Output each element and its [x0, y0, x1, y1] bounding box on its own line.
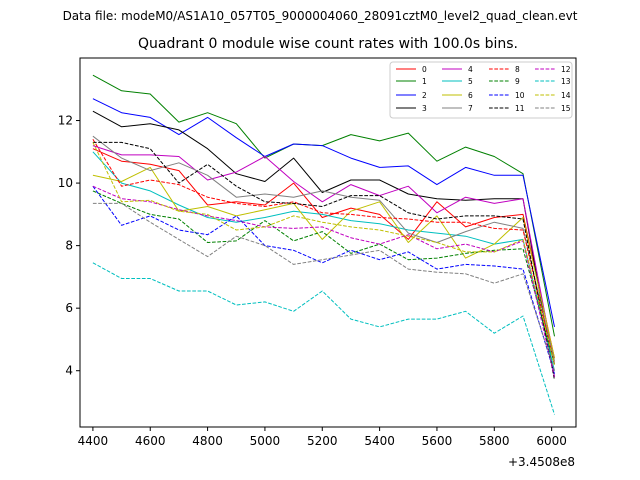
- legend-label-4: 4: [468, 65, 473, 74]
- x-tick-label: 5800: [479, 434, 510, 448]
- legend-label-9: 9: [515, 77, 520, 86]
- x-tick-label: 5200: [307, 434, 338, 448]
- y-tick-label: 4: [65, 364, 73, 378]
- series-line-3: [92, 110, 555, 378]
- series-line-14: [92, 142, 555, 365]
- legend-label-13: 13: [561, 77, 571, 86]
- series-line-8: [92, 139, 555, 365]
- series-line-7: [92, 135, 555, 362]
- series-line-4: [92, 145, 555, 365]
- legend-label-14: 14: [561, 91, 571, 100]
- series-line-13: [92, 262, 555, 415]
- x-tick-label: 5000: [250, 434, 281, 448]
- x-tick-label: 4600: [135, 434, 166, 448]
- x-tick-label: 4800: [192, 434, 223, 448]
- series-line-2: [92, 98, 555, 328]
- series-line-11: [92, 141, 555, 381]
- ticks-layer: 4400 4600 4800 5000 5200 5400 5600 5800 6000 4 6 8 1…: [58, 114, 567, 448]
- y-tick-label: 12: [58, 114, 73, 128]
- legend-label-11: 11: [515, 104, 525, 113]
- legend-label-3: 3: [422, 104, 427, 113]
- x-tick-label: 6000: [536, 434, 567, 448]
- y-tick-label: 6: [65, 301, 73, 315]
- series-line-5: [92, 151, 555, 371]
- legend-label-15: 15: [561, 104, 571, 113]
- chart-title: Quadrant 0 module wise count rates with …: [138, 36, 518, 52]
- legend-label-0: 0: [422, 65, 427, 74]
- legend-label-8: 8: [515, 65, 520, 74]
- x-offset-label: +3.4508e8: [508, 455, 575, 469]
- series-line-9: [92, 190, 555, 365]
- series-line-6: [92, 166, 555, 359]
- legend-label-5: 5: [468, 77, 473, 86]
- legend-box: [389, 61, 573, 119]
- x-tick-label: 5600: [422, 434, 453, 448]
- legend-label-2: 2: [422, 91, 427, 100]
- legend-label-7: 7: [468, 104, 473, 113]
- suptitle: Data file: modeM0/AS1A10_057T05_90000040…: [63, 9, 578, 23]
- legend-label-12: 12: [561, 65, 571, 74]
- legend-label-1: 1: [422, 77, 427, 86]
- legend-label-6: 6: [468, 91, 473, 100]
- x-tick-label: 4400: [78, 434, 109, 448]
- y-tick-label: 10: [58, 176, 73, 190]
- axes-frame: [79, 57, 577, 428]
- legend-label-10: 10: [515, 91, 525, 100]
- series-layer: [92, 74, 555, 415]
- y-tick-label: 8: [65, 239, 73, 253]
- x-tick-label: 5400: [364, 434, 395, 448]
- series-line-15: [92, 202, 555, 371]
